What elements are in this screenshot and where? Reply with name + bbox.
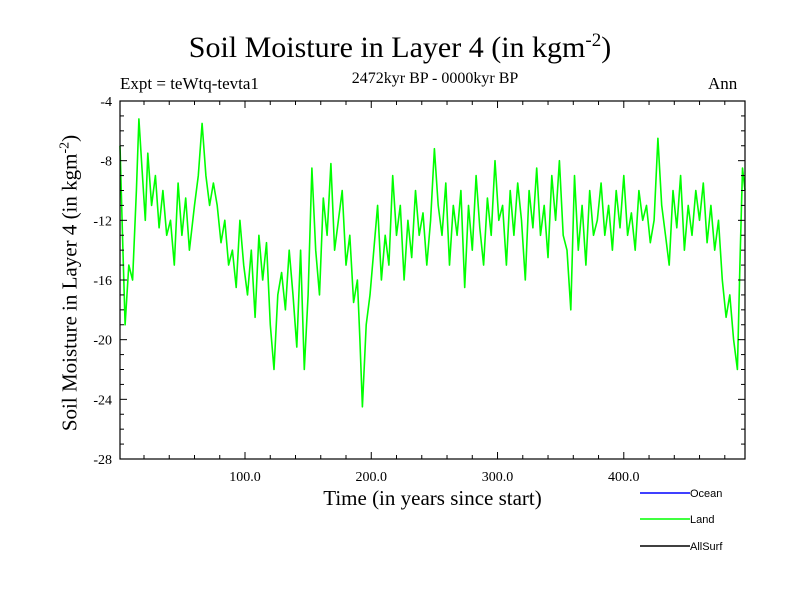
season-label: Ann: [708, 74, 738, 93]
legend-label-land: Land: [690, 514, 714, 526]
chart-title: Soil Moisture in Layer 4 (in kgm-2): [188, 30, 612, 64]
y-tick-label: -16: [93, 274, 112, 289]
x-axis-label: Time (in years since start): [323, 486, 542, 510]
y-tick-label: -12: [93, 214, 112, 229]
plot-frame: [119, 100, 746, 460]
y-tick-label: -8: [100, 155, 112, 170]
series-line-land: [119, 118, 746, 408]
x-tick-label: 400.0: [608, 470, 640, 485]
y-tick-label: -28: [93, 453, 112, 468]
y-tick-label: -24: [93, 393, 112, 408]
x-tick-label: 100.0: [229, 470, 261, 485]
x-tick-label: 300.0: [482, 470, 514, 485]
legend-label-ocean: Ocean: [690, 488, 722, 500]
experiment-label: Expt = teWtq-tevta1: [120, 74, 259, 93]
legend-label-allsurf: AllSurf: [690, 541, 723, 553]
x-tick-label: 200.0: [356, 470, 388, 485]
period-label: 2472kyr BP - 0000kyr BP: [351, 70, 519, 87]
y-tick-label: -4: [100, 95, 112, 110]
y-tick-label: -20: [93, 334, 112, 349]
